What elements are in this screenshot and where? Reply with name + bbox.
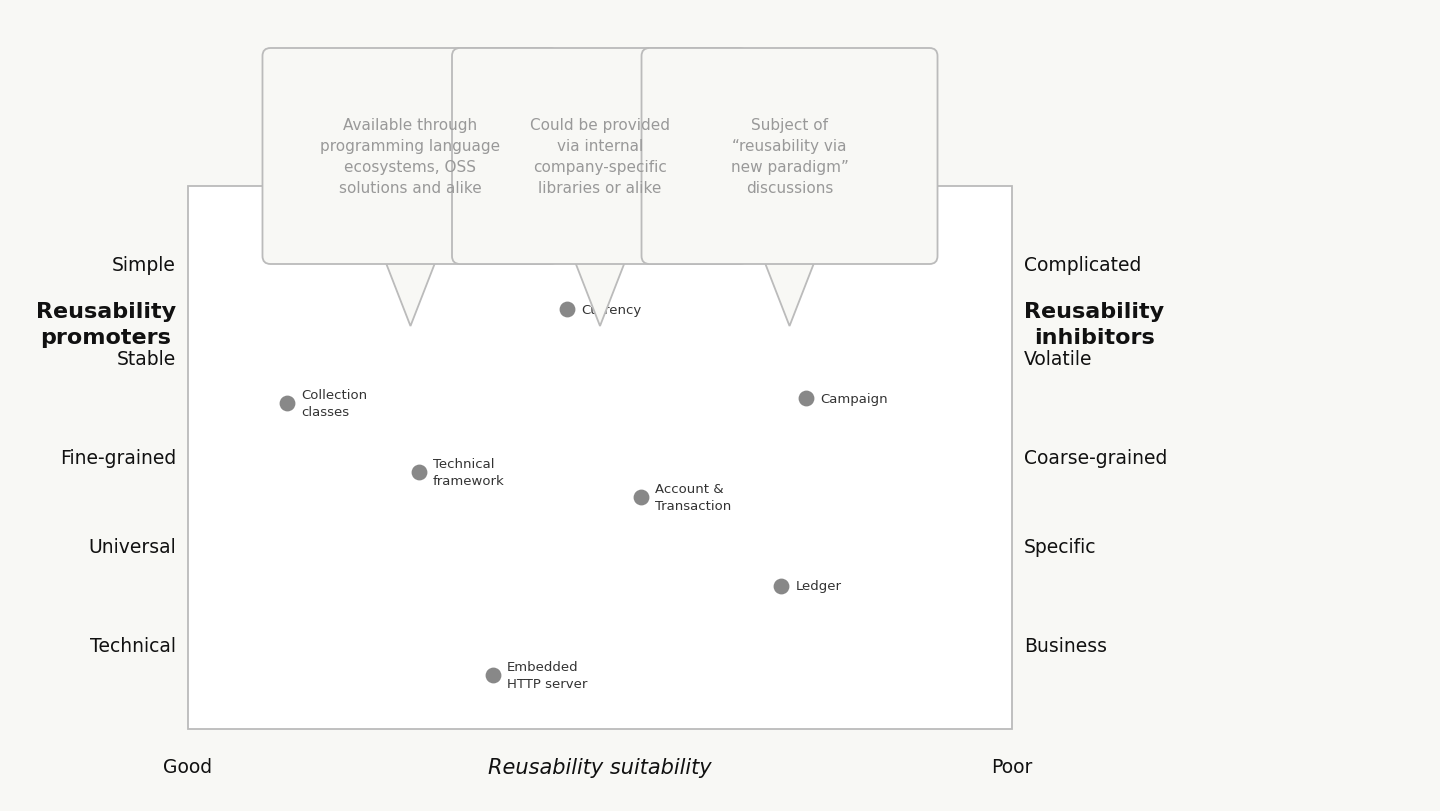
Text: Coarse-grained: Coarse-grained [1024, 448, 1168, 467]
Polygon shape [762, 255, 818, 327]
Text: Volatile: Volatile [1024, 350, 1093, 369]
FancyBboxPatch shape [642, 49, 937, 264]
FancyBboxPatch shape [262, 49, 559, 264]
FancyBboxPatch shape [189, 187, 1012, 729]
Text: Fine-grained: Fine-grained [59, 448, 176, 467]
Text: Business: Business [1024, 636, 1107, 654]
Point [556, 303, 579, 316]
Text: Good: Good [163, 757, 213, 777]
Text: Subject of
“reusability via
new paradigm”
discussions: Subject of “reusability via new paradigm… [730, 118, 848, 195]
Point [770, 580, 793, 593]
Text: Complicated: Complicated [1024, 256, 1142, 275]
Point [408, 466, 431, 479]
Polygon shape [383, 255, 439, 327]
Text: Available through
programming language
ecosystems, OSS
solutions and alike: Available through programming language e… [321, 118, 501, 195]
Text: Could be provided
via internal
company-specific
libraries or alike: Could be provided via internal company-s… [530, 118, 670, 195]
Text: Simple: Simple [112, 256, 176, 275]
Text: Poor: Poor [991, 757, 1032, 777]
Text: Technical
framework: Technical framework [433, 457, 504, 487]
Point [795, 393, 818, 406]
Polygon shape [572, 255, 628, 327]
Text: Embedded
HTTP server: Embedded HTTP server [507, 660, 588, 690]
Point [275, 397, 298, 410]
Text: Technical: Technical [89, 636, 176, 654]
Text: Universal: Universal [88, 537, 176, 556]
Point [629, 491, 652, 504]
Text: Specific: Specific [1024, 537, 1096, 556]
Point [481, 668, 504, 681]
Text: Account &
Transaction: Account & Transaction [655, 483, 732, 513]
Text: Reusability
promoters: Reusability promoters [36, 302, 176, 348]
Text: Stable: Stable [117, 350, 176, 369]
Text: Collection
classes: Collection classes [301, 388, 367, 418]
FancyBboxPatch shape [452, 49, 747, 264]
Text: Reusability suitability: Reusability suitability [488, 757, 711, 777]
Text: Ledger: Ledger [795, 580, 841, 593]
Text: Reusability
inhibitors: Reusability inhibitors [1024, 302, 1164, 348]
Text: Currency: Currency [580, 303, 641, 316]
Text: Campaign: Campaign [819, 393, 887, 406]
